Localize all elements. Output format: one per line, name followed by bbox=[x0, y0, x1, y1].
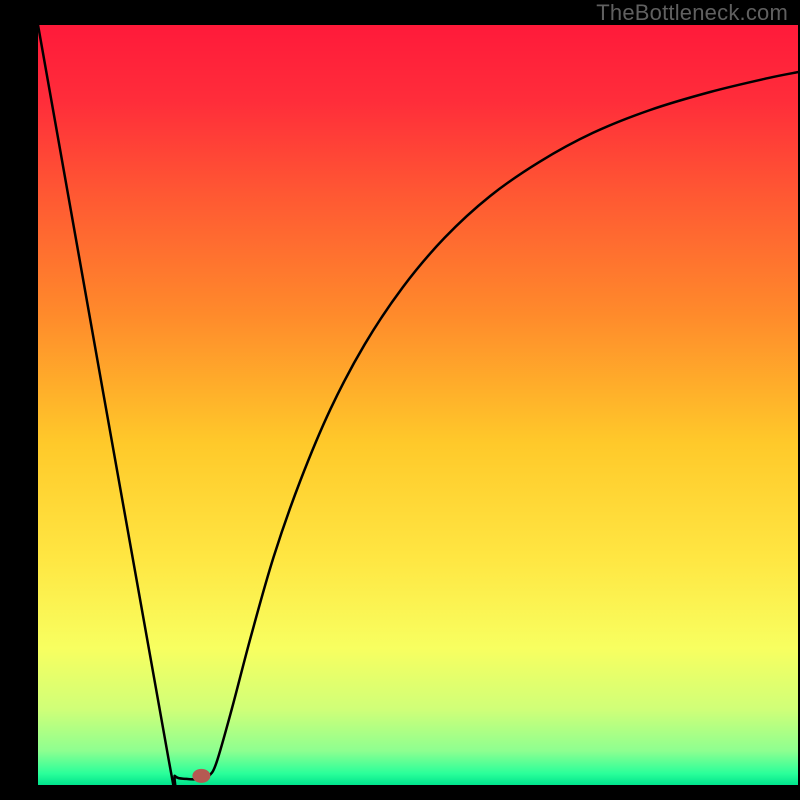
plot-area bbox=[38, 25, 798, 785]
optimum-marker bbox=[192, 769, 210, 783]
chart-frame: { "watermark": { "text": "TheBottleneck.… bbox=[0, 0, 800, 800]
plot-svg bbox=[38, 25, 798, 785]
watermark-text: TheBottleneck.com bbox=[596, 0, 788, 26]
